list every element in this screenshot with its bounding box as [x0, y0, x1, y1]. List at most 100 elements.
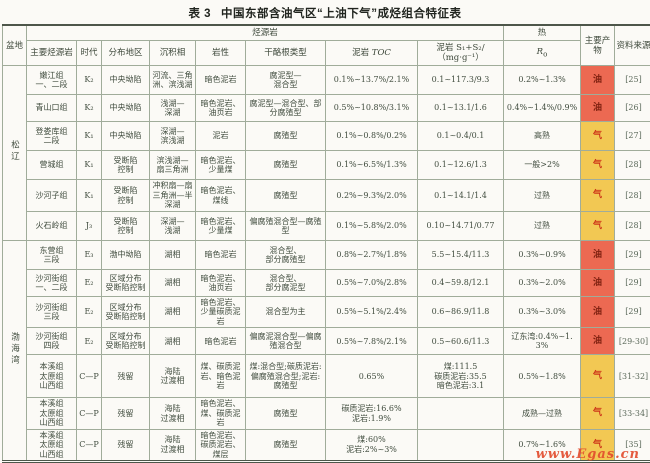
cell-toc: 0.8%~2.7%/1.8%	[325, 240, 418, 271]
table-row: 登娄库组 二段 K₁ 中央坳陷 深湖— 滨浅湖 泥岩 腐殖型 0.1%~0.8%/0.2% 0…	[3, 121, 650, 152]
cell-s1s2: 0.1~12.6/1.3	[416, 150, 505, 181]
cell-ref: [33-34]	[614, 397, 650, 430]
cell-lithology: 暗色泥岩、煤线	[195, 179, 246, 213]
cell-ref: [29]	[614, 240, 650, 271]
col-header-s1s2: 泥岩 S₁+S₂/（mg·g⁻¹）	[416, 40, 505, 67]
cell-lithology: 暗色泥岩、少量煤	[195, 150, 246, 181]
cell-region: 残留	[101, 397, 150, 430]
cell-era: K₁	[76, 121, 102, 152]
cell-kerogen: 腐殖型	[245, 121, 326, 152]
cell-ro: 过熟	[503, 179, 582, 213]
cell-ro: 0.5%~1.8%	[503, 354, 582, 399]
cell-region: 区域分布 受断陷控制	[101, 327, 150, 356]
cell-ref: [28]	[614, 150, 650, 181]
cell-era: K₁	[76, 179, 102, 213]
cell-kerogen: 混合型、 部分腐泥型	[245, 269, 326, 298]
cell-toc: 0.1%~6.5%/1.3%	[325, 150, 418, 181]
cell-region: 渤中坳陷	[101, 240, 150, 271]
cell-product: 油	[580, 296, 616, 329]
cell-kerogen: 偏腐泥混合型—偏腐殖混合型	[245, 327, 326, 356]
cell-formation: 本溪组 太原组 山西组	[26, 354, 77, 399]
cell-kerogen: 腐殖型	[245, 428, 326, 462]
cell-toc: 0.5%~7.0%/2.8%	[325, 269, 418, 298]
cell-ro: 0.4%~1.4%/0.9%	[503, 94, 582, 123]
table-row: 松辽 嫩江组 一、二段 K₂ 中央坳陷 河流、三角洲、滨浅湖 暗色泥岩 腐泥型— 混合型 0.…	[2, 65, 650, 242]
cell-ref: [29]	[614, 296, 650, 329]
table-row: 本溪组 太原组 山西组 C—P 残留 海陆 过渡相 煤、碳质泥岩、暗色泥岩 煤:混合型;碳…	[3, 354, 650, 399]
cell-ref: [28]	[614, 179, 650, 213]
cell-region: 中央坳陷	[101, 94, 150, 123]
group-header-source-rock: 烃源岩	[25, 24, 505, 42]
col-header-era: 时代	[76, 40, 102, 67]
table-body: 松辽 嫩江组 一、二段 K₂ 中央坳陷 河流、三角洲、滨浅湖 暗色泥岩 腐泥型— 混合型 0.…	[2, 65, 650, 462]
col-header-facies: 沉积相	[149, 40, 196, 67]
cell-s1s2: 5.5~15.4/11.3	[416, 240, 505, 271]
cell-formation: 火石岭组	[26, 211, 77, 242]
cell-ro: 一般>2%	[503, 150, 582, 181]
cell-region: 残留	[101, 354, 150, 399]
cell-product: 气	[580, 428, 616, 462]
cell-lithology: 暗色泥岩、油页岩	[195, 94, 246, 123]
cell-ro: 过熟	[503, 211, 582, 242]
cell-product: 气	[580, 179, 616, 213]
cell-product: 气	[580, 354, 616, 399]
cell-formation: 嫩江组 一、二段	[26, 65, 77, 96]
cell-era: E₂	[76, 296, 102, 329]
cell-ref: [29]	[614, 269, 650, 298]
cell-product: 油	[580, 327, 616, 356]
header-sub-row: 主要烃源岩 时代 分布地区 沉积相 岩性 干酪根类型 泥岩 TOC 泥岩 S₁+…	[3, 40, 650, 67]
cell-s1s2	[416, 428, 505, 462]
cell-lithology: 暗色泥岩	[195, 327, 246, 356]
cell-kerogen: 腐殖型	[245, 179, 326, 213]
cell-kerogen: 腐泥型—混合型、部分腐殖型	[245, 94, 326, 123]
table-row: 沙河子组 K₁ 受断陷 控制 冲积扇—扇三角洲—半深湖 暗色泥岩、煤线 腐殖型 0.2%~9…	[3, 179, 650, 213]
cell-toc: 0.1%~13.7%/2.1%	[325, 65, 418, 96]
group-header-thermal: 热	[503, 24, 582, 42]
header-group-row: 盆地 烃源岩 热 主要产物 资料来源	[2, 24, 650, 67]
cell-s1s2: 0.1~14.1/1.4	[416, 179, 505, 213]
cell-lithology: 暗色泥岩、碳质泥岩、煤层	[195, 428, 246, 462]
cell-region: 区域分布 受断陷控制	[101, 269, 150, 298]
cell-ref: [29-30]	[614, 327, 650, 356]
cell-ref: [26]	[614, 94, 650, 123]
cell-product: 气	[580, 397, 616, 430]
cell-region: 中央坳陷	[101, 65, 150, 96]
cell-lithology: 泥岩	[195, 121, 246, 152]
cell-toc: 0.5%~7.8%/2.1%	[325, 327, 418, 356]
cell-product: 气	[580, 121, 616, 152]
cell-region: 残留	[101, 428, 150, 462]
cell-kerogen: 腐殖型	[245, 150, 326, 181]
cell-facies: 湖相	[149, 296, 196, 329]
table-row: 沙河街组 一、二段 E₂ 区域分布 受断陷控制 湖相 暗色泥岩、油页岩 混合型、 部分腐泥…	[3, 269, 650, 298]
cell-product: 油	[580, 65, 616, 96]
cell-era: C—P	[76, 397, 102, 430]
basin-label: 松辽	[9, 140, 20, 164]
cell-s1s2: 0.10~14.71/0.77	[416, 211, 505, 242]
cell-toc: 0.1%~0.8%/0.2%	[325, 121, 418, 152]
cell-facies: 湖相	[149, 327, 196, 356]
col-header-region: 分布地区	[101, 40, 150, 67]
cell-kerogen: 偏腐殖混合型—腐殖型	[245, 211, 326, 242]
cell-lithology: 暗色泥岩、油页岩	[195, 269, 246, 298]
col-header-ro: Ro	[503, 40, 582, 67]
cell-ro: 0.3%~2.0%	[503, 269, 582, 298]
cell-ro: 0.3%~0.9%	[503, 240, 582, 271]
cell-toc: 煤:60% 泥岩:2%~3%	[325, 428, 418, 462]
cell-kerogen: 腐泥型— 混合型	[245, 65, 326, 96]
cell-toc: 碳质泥岩:16.6% 泥岩:1.9%	[325, 397, 418, 430]
cell-ref: [31-32]	[614, 354, 650, 399]
cell-facies: 海陆 过渡相	[149, 428, 196, 462]
cell-toc: 0.5%~10.8%/3.1%	[325, 94, 418, 123]
table-row: 本溪组 太原组 山西组 C—P 残留 海陆 过渡相 暗色泥岩、碳质泥岩、煤层 腐殖型 煤:6…	[3, 428, 650, 462]
cell-kerogen: 煤:混合型;碳质泥岩:偏腐殖混合型;泥岩:腐殖型	[245, 354, 326, 399]
cell-s1s2: 0.1~13.1/1.6	[416, 94, 505, 123]
col-header-main-source-rock: 主要烃源岩	[26, 40, 77, 67]
cell-s1s2: 0.5~60.6/11.3	[416, 327, 505, 356]
cell-s1s2	[416, 397, 505, 430]
cell-ref: [27]	[614, 121, 650, 152]
cell-era: C—P	[76, 428, 102, 462]
table-row: 本溪组 太原组 山西组 C—P 残留 海陆 过渡相 暗色泥岩、煤、碳质泥岩 腐殖型 碳质泥岩…	[3, 397, 650, 430]
cell-facies: 海陆 过渡相	[149, 397, 196, 430]
cell-era: E₂	[76, 269, 102, 298]
cell-ro: 成熟—过熟	[503, 397, 582, 430]
